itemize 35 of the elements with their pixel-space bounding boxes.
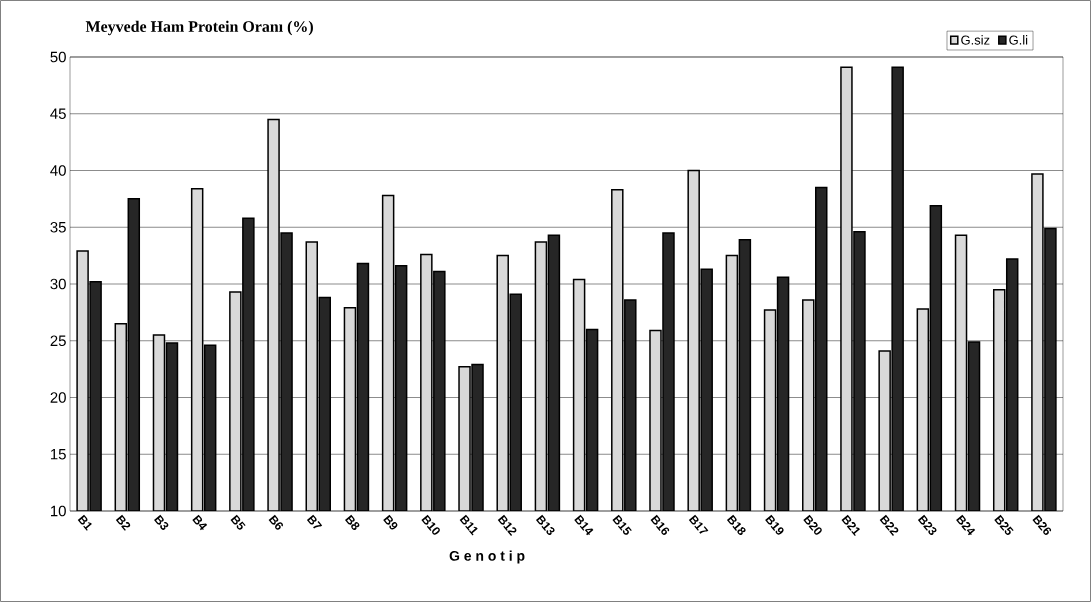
y-tick-label: 10 <box>51 505 66 517</box>
x-tick-label: B25 <box>994 514 1014 535</box>
y-tick-label: 20 <box>50 392 66 403</box>
x-tick-label: B4 <box>192 514 208 531</box>
x-tick-label: B5 <box>230 514 246 530</box>
x-tick-label: B20 <box>803 514 822 535</box>
y-tick-label: 30 <box>50 278 66 290</box>
x-tick-label: B16 <box>650 514 670 535</box>
x-tick-label: B13 <box>535 514 555 536</box>
x-axis-title: G e n o t i p <box>449 550 525 564</box>
x-tick-label: B17 <box>688 514 709 534</box>
x-tick-label: B2 <box>115 514 131 531</box>
x-tick-label: B26 <box>1032 514 1052 535</box>
x-tick-label: B1 <box>77 514 92 531</box>
chart-title: Meyvede Ham Protein Oranı (%) <box>85 20 313 36</box>
x-tick-label: B23 <box>917 514 937 536</box>
x-tick-label: B24 <box>956 514 976 536</box>
x-tick-label: B14 <box>574 514 594 536</box>
x-tick-label: B18 <box>726 514 746 536</box>
y-tick-label: 45 <box>50 108 66 119</box>
x-tick-label: B9 <box>383 514 398 530</box>
x-tick-label: B6 <box>268 514 283 530</box>
y-tick-label: 15 <box>51 449 66 460</box>
legend-label: G.siz <box>961 35 990 45</box>
legend-label: G.li <box>1009 35 1028 45</box>
y-tick-label: 40 <box>50 165 66 176</box>
y-tick-label: 35 <box>50 221 66 233</box>
y-tick-label: 50 <box>50 51 66 63</box>
x-tick-label: B10 <box>421 514 440 535</box>
x-tick-label: B3 <box>154 514 169 530</box>
x-tick-label: B8 <box>344 514 360 530</box>
x-tick-label: B15 <box>612 514 632 535</box>
x-tick-label: B7 <box>306 514 323 529</box>
x-tick-label: B19 <box>765 514 784 535</box>
y-tick-label: 25 <box>50 335 66 347</box>
